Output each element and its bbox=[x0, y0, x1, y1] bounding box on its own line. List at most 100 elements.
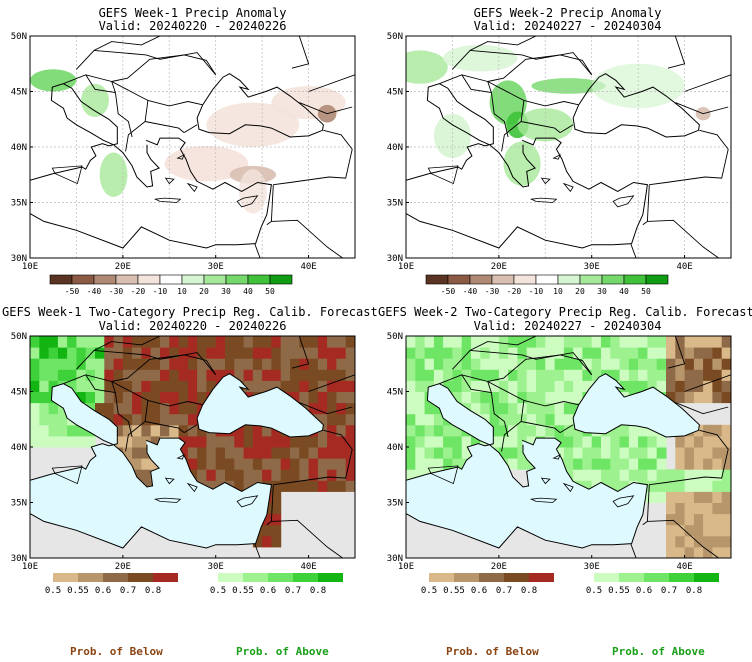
colorbar-swatch-below bbox=[103, 573, 128, 582]
prob-cell bbox=[336, 480, 347, 492]
prob-cell bbox=[647, 469, 658, 481]
prob-cell bbox=[336, 380, 347, 392]
island-outline bbox=[176, 153, 185, 160]
prob-cell bbox=[526, 435, 537, 448]
prob-cell bbox=[336, 435, 347, 448]
colorbar-label: 10 bbox=[553, 287, 563, 296]
prob-cell bbox=[480, 369, 491, 381]
country-border bbox=[85, 74, 116, 94]
colorbar-label-above: 0.8 bbox=[310, 586, 326, 596]
prob-cell bbox=[536, 358, 546, 370]
country-border bbox=[470, 49, 561, 60]
prob-cell bbox=[234, 435, 245, 448]
prob-cell bbox=[206, 380, 217, 392]
prob-cell bbox=[563, 435, 574, 448]
prob-cell bbox=[582, 380, 593, 392]
prob-cell bbox=[113, 435, 124, 448]
prob-cell bbox=[693, 469, 704, 481]
prob-cell bbox=[160, 369, 170, 381]
prob-cell bbox=[76, 380, 87, 392]
prob-cell bbox=[317, 435, 328, 448]
prob-cell bbox=[536, 391, 546, 404]
colorbar-label: -30 bbox=[485, 287, 500, 296]
prob-cell bbox=[508, 435, 518, 448]
country-border bbox=[273, 429, 353, 486]
prob-cell bbox=[327, 369, 337, 381]
prob-cell bbox=[95, 336, 105, 348]
prob-cell bbox=[299, 347, 310, 359]
lat-tick-label: 45N bbox=[387, 388, 403, 398]
prob-cell bbox=[215, 347, 226, 359]
prob-cell bbox=[712, 524, 723, 537]
prob-cell bbox=[508, 402, 518, 415]
prob-cell bbox=[132, 347, 142, 359]
prob-cell bbox=[262, 524, 272, 537]
prob-cell bbox=[317, 358, 328, 370]
prob-cell bbox=[262, 458, 272, 470]
colorbar-swatch-below bbox=[504, 573, 529, 582]
prob-cell bbox=[461, 358, 472, 370]
prob-cell bbox=[610, 469, 621, 481]
country-border bbox=[470, 349, 561, 360]
colorbar-label-above: 0.7 bbox=[285, 586, 301, 596]
prob-cell bbox=[150, 402, 161, 415]
prob-cell bbox=[85, 391, 96, 404]
prob-cell bbox=[536, 347, 546, 359]
prob-cell bbox=[684, 380, 695, 392]
prob-cell bbox=[327, 402, 337, 415]
prob-cell bbox=[187, 458, 198, 470]
prob-cell bbox=[252, 369, 263, 381]
colorbar-swatch-above bbox=[694, 573, 719, 582]
prob-cell bbox=[141, 413, 152, 426]
prob-cell bbox=[693, 358, 704, 370]
prob-cell bbox=[206, 480, 217, 492]
prob-cell bbox=[95, 358, 105, 370]
country-border bbox=[521, 121, 561, 133]
colorbar-swatch bbox=[115, 274, 139, 285]
prob-cell bbox=[656, 369, 667, 381]
map-content bbox=[406, 336, 731, 558]
prob-cell bbox=[95, 369, 105, 381]
colorbar-label-above: 0.8 bbox=[686, 586, 702, 596]
prob-cell bbox=[508, 347, 518, 359]
prob-cell bbox=[39, 336, 50, 348]
prob-cell bbox=[471, 347, 481, 359]
prob-cell bbox=[675, 391, 686, 404]
island-outline bbox=[164, 477, 175, 485]
panel1-colorbar: -50 -40 -30 -20 -10 10 20 30 40 50 bbox=[49, 274, 293, 296]
prob-cell bbox=[656, 447, 667, 459]
prob-cell bbox=[30, 369, 40, 381]
prob-cell bbox=[703, 424, 713, 437]
prob-cell bbox=[30, 413, 40, 426]
prob-cell bbox=[76, 369, 87, 381]
colorbar-swatch bbox=[491, 274, 515, 285]
prob-cell bbox=[271, 369, 282, 381]
prob-cell bbox=[693, 347, 704, 359]
prob-cell bbox=[308, 336, 319, 348]
colorbar-label: 30 bbox=[221, 287, 231, 296]
island-outline bbox=[427, 165, 459, 185]
prob-cell bbox=[554, 369, 565, 381]
prob-cell bbox=[554, 347, 565, 359]
prob-cell bbox=[178, 447, 189, 459]
prob-cell bbox=[424, 347, 435, 359]
country-border bbox=[254, 543, 261, 558]
prob-cell bbox=[498, 424, 509, 437]
prob-cell bbox=[150, 347, 161, 359]
prob-cell bbox=[122, 380, 133, 392]
prob-cell bbox=[684, 491, 695, 503]
coastline bbox=[30, 83, 272, 249]
prob-cell bbox=[675, 336, 686, 348]
prob-cell bbox=[610, 424, 621, 437]
prob-cell bbox=[573, 391, 583, 404]
colorbar-label-below: 0.55 bbox=[67, 586, 89, 596]
prob-cell bbox=[345, 369, 355, 381]
prob-cell bbox=[234, 447, 245, 459]
prob-cell bbox=[39, 347, 50, 359]
prob-cell bbox=[703, 391, 713, 404]
prob-cell bbox=[619, 447, 630, 459]
prob-cell bbox=[252, 347, 263, 359]
colorbar-swatch-above bbox=[644, 573, 669, 582]
prob-cell bbox=[582, 369, 593, 381]
prob-cell bbox=[345, 469, 355, 481]
